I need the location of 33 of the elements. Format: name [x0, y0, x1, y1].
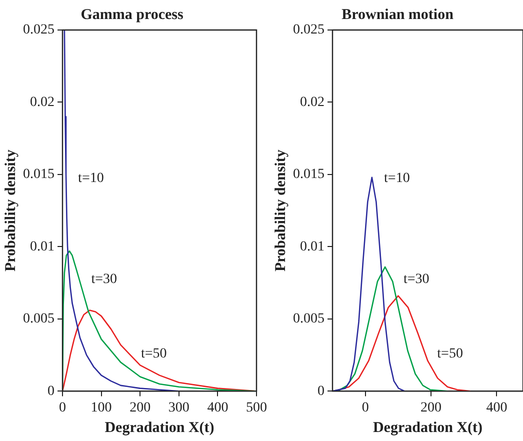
x-tick-label: 0: [362, 400, 369, 416]
series-label: t=30: [91, 272, 117, 287]
x-axis-title: Degradation X(t): [372, 420, 483, 436]
x-tick-label: 400: [486, 400, 508, 416]
y-tick-label: 0: [48, 384, 54, 399]
y-tick-label: 0.005: [293, 312, 324, 327]
series-label: t=10: [384, 170, 410, 186]
x-tick-label: 0: [59, 400, 66, 416]
x-tick-label: 500: [246, 400, 267, 416]
series-label: t=50: [437, 346, 463, 362]
y-tick-label: 0.02: [300, 94, 324, 110]
series-label: t=30: [403, 272, 430, 287]
x-tick-label: 100: [90, 400, 112, 416]
y-tick-label: 0.005: [23, 312, 54, 327]
series-label: t=50: [141, 346, 167, 362]
x-tick-label: 400: [207, 400, 228, 416]
chart-title: Brownian motion: [342, 6, 454, 23]
y-tick-label: 0: [318, 384, 324, 399]
y-axis-title: Probability density: [272, 149, 289, 272]
y-tick-label: 0.01: [30, 239, 54, 254]
x-tick-label: 300: [168, 400, 190, 416]
x-axis-title: Degradation X(t): [104, 420, 214, 436]
y-tick-label: 0.025: [293, 22, 324, 38]
chart-title: Gamma process: [80, 6, 184, 23]
y-tick-label: 0.015: [293, 167, 324, 182]
y-tick-label: 0.02: [30, 94, 54, 110]
y-tick-label: 0.025: [23, 22, 54, 38]
y-tick-label: 0.01: [300, 239, 324, 254]
y-axis-title: Probability density: [2, 149, 19, 272]
series-label: t=10: [78, 170, 104, 186]
x-tick-label: 200: [130, 400, 151, 416]
y-tick-label: 0.015: [23, 167, 54, 182]
x-tick-label: 200: [420, 400, 442, 416]
